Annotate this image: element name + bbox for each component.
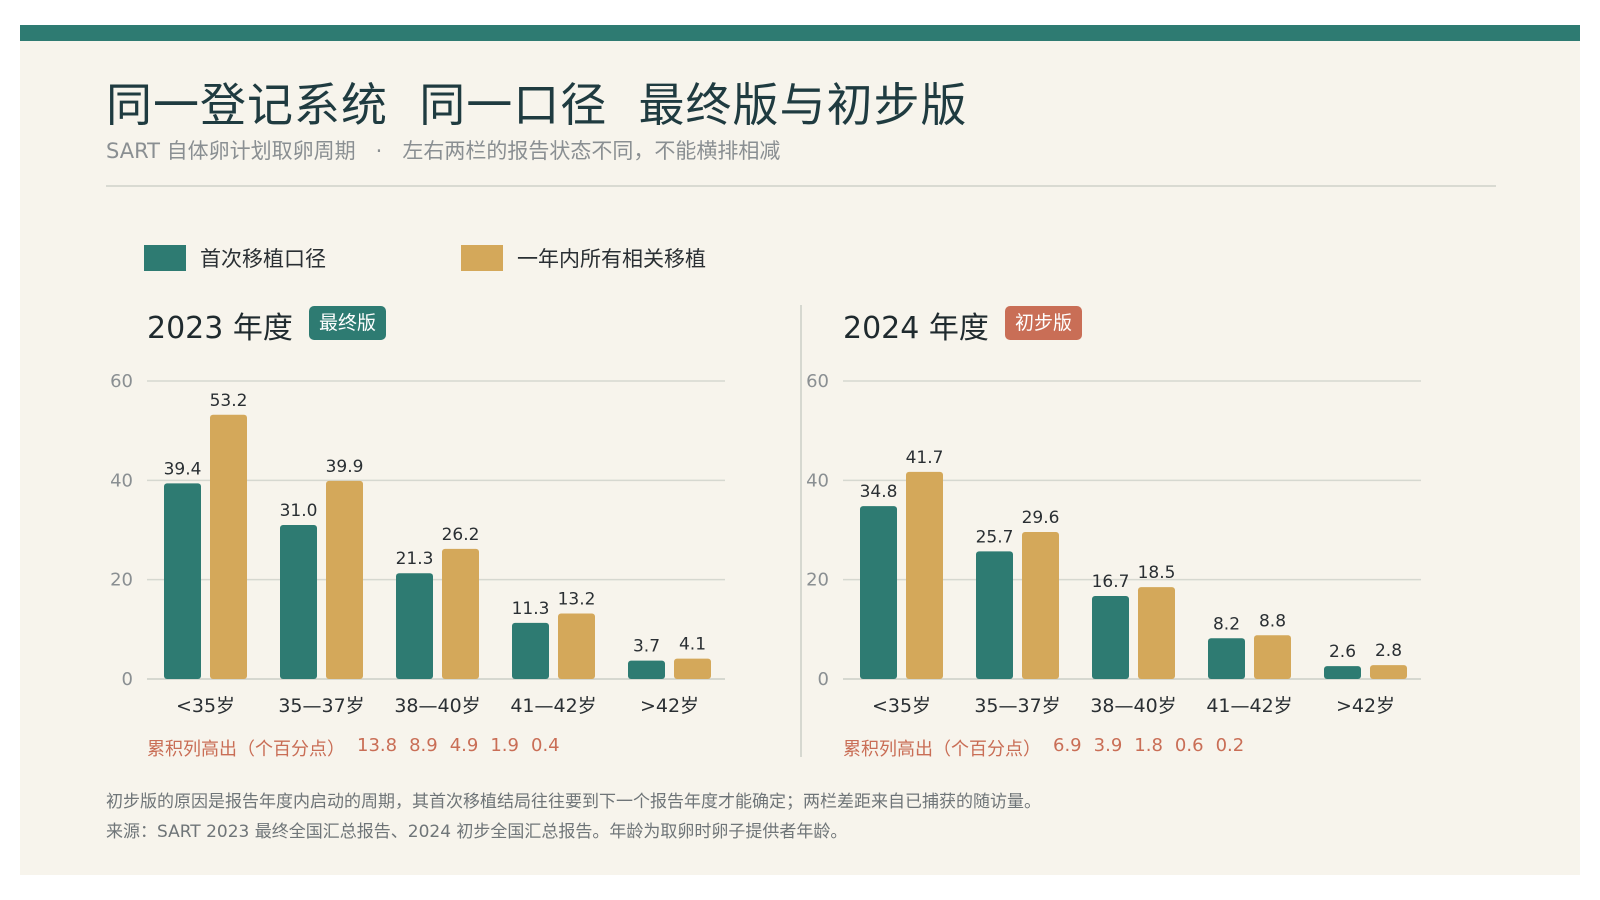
bar-chart-2023: 0 20 40 60 39.4 53.2 <35岁 31.0 39.9 35—37岁 21.3 26.… [110,371,725,717]
bar [512,622,549,679]
gap-value: 0.2 [1215,735,1245,756]
gap-value: 6.9 [1053,735,1082,756]
legend-label: 首次移植口径 [200,247,326,271]
y-tick-label: 20 [110,570,133,591]
data-label: 4.1 [679,635,706,655]
footnote-source: 来源：SART 2023 最终全国汇总报告、2024 初步全国汇总报告。年龄为取… [106,822,848,842]
bar [210,414,247,679]
data-label: 21.3 [396,549,434,569]
bar [860,506,897,679]
panel-divider [800,305,802,757]
legend-swatch-gold [461,245,503,271]
bar [326,480,363,679]
status-badge-preliminary: 初步版 [1005,306,1083,340]
bar-chart-2024: 0 20 40 60 34.8 41.7 <35岁 25.7 29.6 35—37岁 16.7 18.… [806,371,1421,717]
x-tick-label: >42岁 [1336,695,1395,717]
data-label: 13.2 [558,589,596,609]
x-tick-label: 35—37岁 [278,695,364,717]
data-label: 29.6 [1022,508,1060,528]
data-label: 8.8 [1259,611,1286,631]
data-label: 53.2 [210,391,248,411]
legend-swatch-teal [144,245,186,271]
panel-title-2024: 2024 年度 [843,311,989,346]
bar [1208,638,1245,679]
x-tick-label: 35—37岁 [974,695,1060,717]
y-tick-label: 20 [806,570,829,591]
bar [1092,596,1129,679]
bar [558,613,595,679]
bar [1022,531,1059,679]
footnote-explanation: 初步版的原因是报告年度内启动的周期，其首次移植结局往往要到下一个报告年度才能确定… [106,792,1041,812]
bar [164,483,201,679]
gap-row-label: 累积列高出（个百分点） [147,739,345,760]
page-subtitle: SART 自体卵计划取卵周期 · 左右两栏的报告状态不同，不能横排相减 [106,139,781,163]
x-tick-label: >42岁 [640,695,699,717]
x-tick-label: 41—42岁 [1206,695,1292,717]
y-tick-label: 40 [110,470,133,491]
gap-row-label: 累积列高出（个百分点） [843,739,1041,760]
page-title: 同一登记系统 同一口径 最终版与初步版 [106,78,968,132]
gap-value: 8.9 [409,735,438,756]
data-label: 25.7 [976,527,1014,547]
top-accent-bar [20,25,1580,41]
data-label: 3.7 [633,637,660,657]
y-tick-label: 0 [122,669,133,690]
gap-value: 1.9 [490,735,519,756]
x-tick-label: 38—40岁 [394,695,480,717]
bar [442,548,479,679]
bar [280,525,317,679]
data-label: 26.2 [442,525,480,545]
gap-value: 1.8 [1134,735,1163,756]
x-tick-label: <35岁 [872,695,931,717]
bar [1254,635,1291,679]
header-rule [106,185,1496,187]
bar [906,471,943,679]
bar [396,573,433,679]
y-tick-label: 60 [110,371,133,392]
y-tick-label: 60 [806,371,829,392]
data-label: 41.7 [906,448,944,468]
bar [976,551,1013,679]
slide: 同一登记系统 同一口径 最终版与初步版 SART 自体卵计划取卵周期 · 左右两… [20,25,1580,875]
bar [1324,666,1361,679]
data-label: 11.3 [512,599,550,619]
bar [674,658,711,679]
data-label: 8.2 [1213,614,1240,634]
legend-item-first-transfer: 首次移植口径 [144,243,326,273]
x-tick-label: <35岁 [176,695,235,717]
gap-value: 13.8 [357,735,398,756]
legend-item-all-transfers: 一年内所有相关移植 [461,243,706,273]
gap-value: 3.9 [1093,735,1123,756]
x-tick-label: 38—40岁 [1090,695,1176,717]
data-label: 2.8 [1375,641,1402,661]
gap-row-2024: 累积列高出（个百分点） 6.9 3.9 1.8 0.6 0.2 [843,735,1244,761]
gap-row-2023: 累积列高出（个百分点） 13.8 8.9 4.9 1.9 0.4 [147,735,560,761]
x-tick-label: 41—42岁 [510,695,596,717]
data-label: 16.7 [1092,572,1130,592]
data-label: 34.8 [860,482,898,502]
status-badge-final: 最终版 [309,306,387,340]
panel-title-2023: 2023 年度 [147,311,293,346]
gap-value: 4.9 [449,735,479,756]
data-label: 31.0 [280,501,318,521]
y-tick-label: 0 [818,669,829,690]
legend-label: 一年内所有相关移植 [517,247,706,271]
y-tick-label: 40 [806,470,829,491]
bar [1370,665,1407,679]
data-label: 18.5 [1138,563,1176,583]
gap-value: 0.4 [531,735,560,756]
data-label: 2.6 [1329,642,1356,662]
gap-value: 0.6 [1174,735,1204,756]
bar [628,660,665,679]
bar [1138,587,1175,679]
data-label: 39.4 [164,459,202,479]
data-label: 39.9 [326,457,364,477]
